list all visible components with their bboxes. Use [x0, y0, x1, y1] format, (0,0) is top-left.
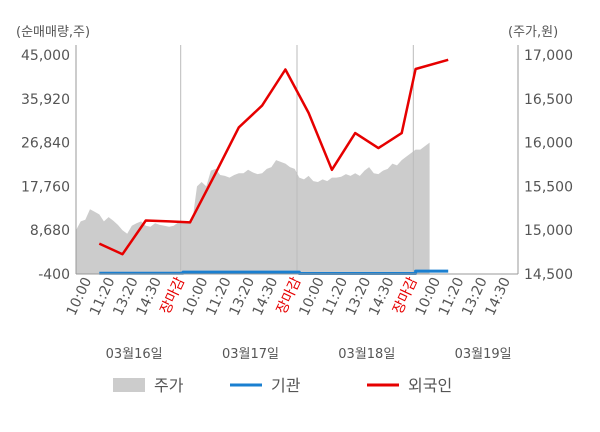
legend-label: 주가	[154, 376, 184, 395]
foreign-net-line	[98, 58, 449, 256]
day-label: 03월18일	[338, 347, 395, 362]
y-left-tick-label: -400	[38, 267, 70, 283]
day-label: 03월19일	[455, 347, 512, 362]
y-right-tick-label: 15,500	[524, 179, 573, 195]
y-right-tick-label: 16,500	[524, 92, 573, 108]
institution-net-line	[99, 269, 449, 275]
y-left-tick-label: 17,760	[21, 179, 70, 195]
day-label: 03월16일	[106, 347, 163, 362]
y-right-tick-label: 15,000	[524, 223, 573, 239]
y-right-axis-label: (주가,원)	[508, 25, 558, 40]
legend-label: 기관	[271, 376, 301, 395]
y-left-axis-label: (순매매량,주)	[16, 25, 90, 40]
y-left-tick-label: 35,920	[21, 92, 70, 108]
price-area	[76, 142, 430, 274]
day-label: 03월17일	[222, 347, 279, 362]
y-left-tick-label: 8,680	[30, 223, 70, 239]
plot-area	[76, 45, 518, 275]
y-left-tick-label: 26,840	[21, 136, 70, 152]
y-right-tick-label: 14,500	[524, 267, 573, 283]
legend-label: 외국인	[408, 376, 452, 395]
y-left-tick-label: 45,000	[21, 48, 70, 64]
y-right-tick-label: 16,000	[524, 136, 573, 152]
y-right-tick-label: 17,000	[524, 48, 573, 64]
legend: 주가 기관 외국인	[113, 376, 452, 395]
legend-swatch-price	[113, 378, 145, 392]
